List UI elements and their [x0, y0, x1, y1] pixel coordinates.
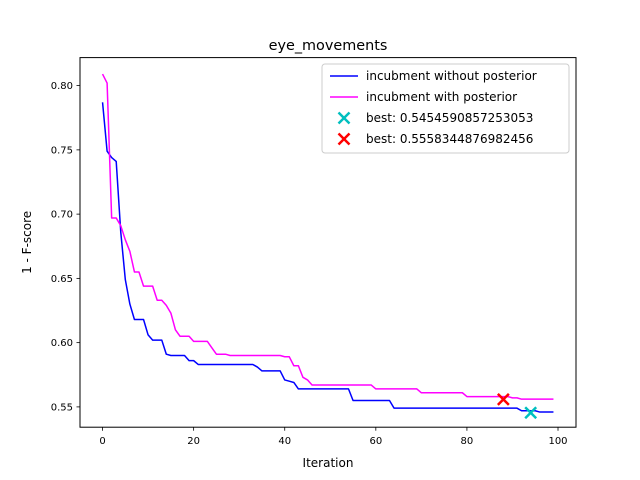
legend-entry: best: 0.5454590857253053	[337, 111, 533, 125]
x-axis-label: Iteration	[303, 456, 354, 470]
best-marker-2	[496, 393, 510, 406]
y-axis-label: 1 - F-score	[20, 211, 34, 274]
y-axis: 0.55 0.60 0.65 0.70 0.75 0.80	[51, 81, 80, 413]
legend-label: incubment without posterior	[366, 69, 537, 83]
x-tick-label: 100	[548, 436, 567, 447]
axes-frame	[79, 57, 577, 428]
legend: incubment without posterior incubment wit…	[321, 63, 570, 154]
best-marker-1	[524, 406, 538, 420]
legend-label: incubment with posterior	[366, 90, 517, 104]
x-tick-label: 0	[99, 436, 105, 447]
y-tick-label: 0.65	[51, 274, 73, 285]
legend-entry: incubment with posterior	[330, 90, 517, 104]
y-tick-label: 0.80	[51, 81, 73, 92]
series-layer	[101, 73, 554, 413]
legend-entry: incubment without posterior	[330, 69, 537, 83]
y-tick-label: 0.60	[51, 338, 73, 349]
x-tick-label: 20	[187, 436, 200, 447]
x-tick-label: 60	[369, 436, 382, 447]
legend-box	[321, 63, 570, 154]
marker-layer	[496, 393, 538, 420]
y-tick-label: 0.55	[51, 402, 73, 413]
legend-label: best: 0.5454590857253053	[366, 111, 533, 125]
legend-swatch-marker	[337, 111, 351, 125]
x-tick-label: 40	[278, 436, 291, 447]
series-line-2	[101, 73, 554, 400]
marker-stroke	[496, 393, 510, 406]
x-axis: 0 20 40 60 80 100	[99, 427, 568, 447]
marker-stroke	[524, 406, 538, 420]
series-line-1	[101, 102, 554, 413]
legend-swatch-marker	[337, 132, 351, 146]
legend-label: best: 0.5558344876982456	[366, 132, 533, 146]
x-tick-label: 80	[461, 436, 474, 447]
y-tick-label: 0.70	[51, 210, 73, 221]
chart-title: eye_movements	[269, 38, 388, 54]
legend-entry: best: 0.5558344876982456	[337, 132, 533, 146]
y-tick-label: 0.75	[51, 145, 73, 156]
